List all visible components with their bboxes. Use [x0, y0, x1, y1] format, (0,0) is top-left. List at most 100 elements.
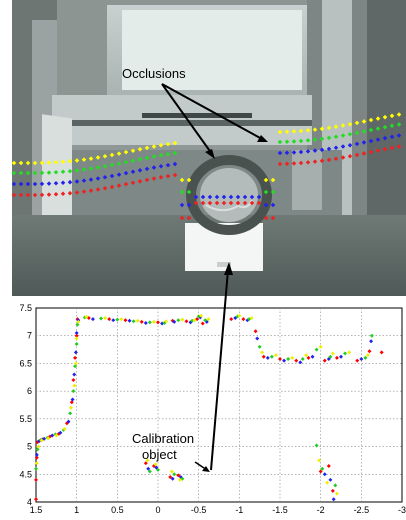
x-tick-label: 1.5	[30, 505, 43, 515]
scatter-point	[68, 405, 73, 410]
laser-point	[74, 190, 80, 195]
laser-point	[102, 185, 108, 191]
laser-point	[284, 150, 290, 156]
scatter-point	[294, 358, 299, 363]
scatter-point	[34, 455, 39, 460]
scatter-point	[72, 383, 77, 388]
laser-point	[46, 170, 52, 175]
scatter-point	[73, 361, 78, 366]
laser-point	[354, 152, 360, 158]
y-tick-label: 6	[27, 386, 32, 396]
laser-point	[60, 180, 66, 186]
laser-point	[60, 191, 66, 197]
laser-point	[88, 156, 94, 161]
laser-point	[81, 167, 87, 172]
scatter-point	[34, 477, 38, 482]
laser-point	[53, 170, 59, 175]
laser-point	[53, 181, 59, 186]
y-tick-label: 4	[27, 497, 32, 507]
laser-point	[389, 145, 395, 151]
y-tick-label: 5.5	[19, 414, 32, 424]
laser-point	[74, 168, 80, 173]
laser-point	[25, 192, 31, 198]
laser-point	[102, 174, 108, 180]
laser-point	[312, 127, 318, 132]
scatter-point	[168, 475, 173, 480]
laser-point	[67, 168, 73, 174]
scatter-point	[153, 462, 158, 467]
laser-point	[368, 149, 374, 155]
scatter-point	[290, 355, 295, 360]
laser-point	[361, 140, 367, 145]
occlusions-arrow-right	[161, 83, 263, 140]
right-object	[292, 150, 322, 210]
calibration-object-hole	[200, 168, 258, 222]
laser-point	[326, 146, 332, 152]
laser-point	[116, 151, 122, 156]
bright-window	[122, 10, 302, 90]
laser-point	[305, 149, 311, 154]
y-tick-label: 7.5	[19, 303, 32, 313]
laser-point	[109, 184, 115, 190]
scatter-point	[170, 476, 175, 481]
plot-area	[35, 307, 403, 503]
scatter-point	[330, 488, 335, 493]
laser-point	[53, 192, 59, 197]
laser-point	[95, 165, 101, 170]
laser-point	[81, 189, 87, 194]
laser-point	[361, 129, 367, 134]
scatter-plot: 1.5 1 0.5 0 -0.5 -1 -1.5 -2 -2.5 -3 4 4.5 5 5.5 6 6.5 7…	[0, 300, 406, 520]
laser-point	[368, 127, 374, 133]
scatter-point	[39, 438, 44, 443]
scatter-point	[145, 458, 150, 463]
desk-top	[142, 113, 252, 118]
laser-point	[333, 134, 339, 139]
x-axis-ticks: 1.5 1 0.5 0 -0.5 -1 -1.5 -2 -2.5 -3	[30, 505, 406, 515]
scatter-point	[71, 389, 76, 394]
y-tick-label: 7	[27, 331, 32, 341]
scatter-point	[147, 320, 152, 325]
scatter-point	[58, 430, 63, 435]
laser-point	[46, 181, 52, 186]
calibration-object-ring	[186, 155, 272, 235]
scatter-point	[322, 472, 327, 477]
laser-point	[375, 137, 381, 142]
laser-point	[95, 187, 101, 192]
laser-point	[312, 159, 318, 164]
scatter-point	[317, 458, 322, 463]
laser-point	[137, 157, 143, 162]
x-tick-label: 0.5	[111, 505, 124, 515]
laser-point	[326, 135, 332, 141]
occlusions-arrow-left	[161, 83, 213, 155]
laser-point	[375, 148, 381, 153]
laser-point	[354, 141, 360, 147]
scatter-point	[355, 358, 360, 363]
laser-point	[305, 128, 311, 133]
laser-point	[116, 172, 122, 177]
laser-point	[368, 138, 374, 144]
laser-point	[25, 160, 31, 166]
scatter-point	[74, 342, 79, 347]
laser-point	[88, 166, 94, 171]
x-tick-label: 1	[74, 505, 79, 515]
laser-point	[130, 169, 136, 174]
occlusions-arrowhead-right	[257, 135, 268, 142]
laser-point	[312, 148, 318, 153]
photo-scene: Occlusions	[12, 0, 406, 296]
scatter-point	[68, 411, 73, 416]
x-tick-label: -0.5	[191, 505, 207, 515]
scatter-point	[143, 461, 148, 466]
laser-point	[67, 190, 73, 196]
laser-point	[88, 177, 94, 182]
laser-point	[25, 170, 31, 176]
laser-point	[130, 180, 136, 185]
laser-point	[305, 160, 311, 165]
laser-point	[60, 169, 66, 175]
x-tick-label: -2.5	[354, 505, 370, 515]
scatter-point	[156, 467, 160, 472]
laser-point	[137, 168, 143, 173]
y-tick-label: 6.5	[19, 358, 32, 368]
scatter-point	[177, 477, 182, 482]
desk-line	[52, 120, 312, 126]
y-tick-label: 5	[27, 442, 32, 452]
